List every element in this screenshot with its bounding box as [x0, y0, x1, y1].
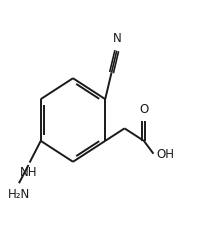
Text: OH: OH — [156, 148, 174, 161]
Text: NH: NH — [20, 166, 37, 179]
Text: N: N — [113, 32, 121, 45]
Text: O: O — [139, 103, 149, 116]
Text: H₂N: H₂N — [8, 187, 30, 201]
